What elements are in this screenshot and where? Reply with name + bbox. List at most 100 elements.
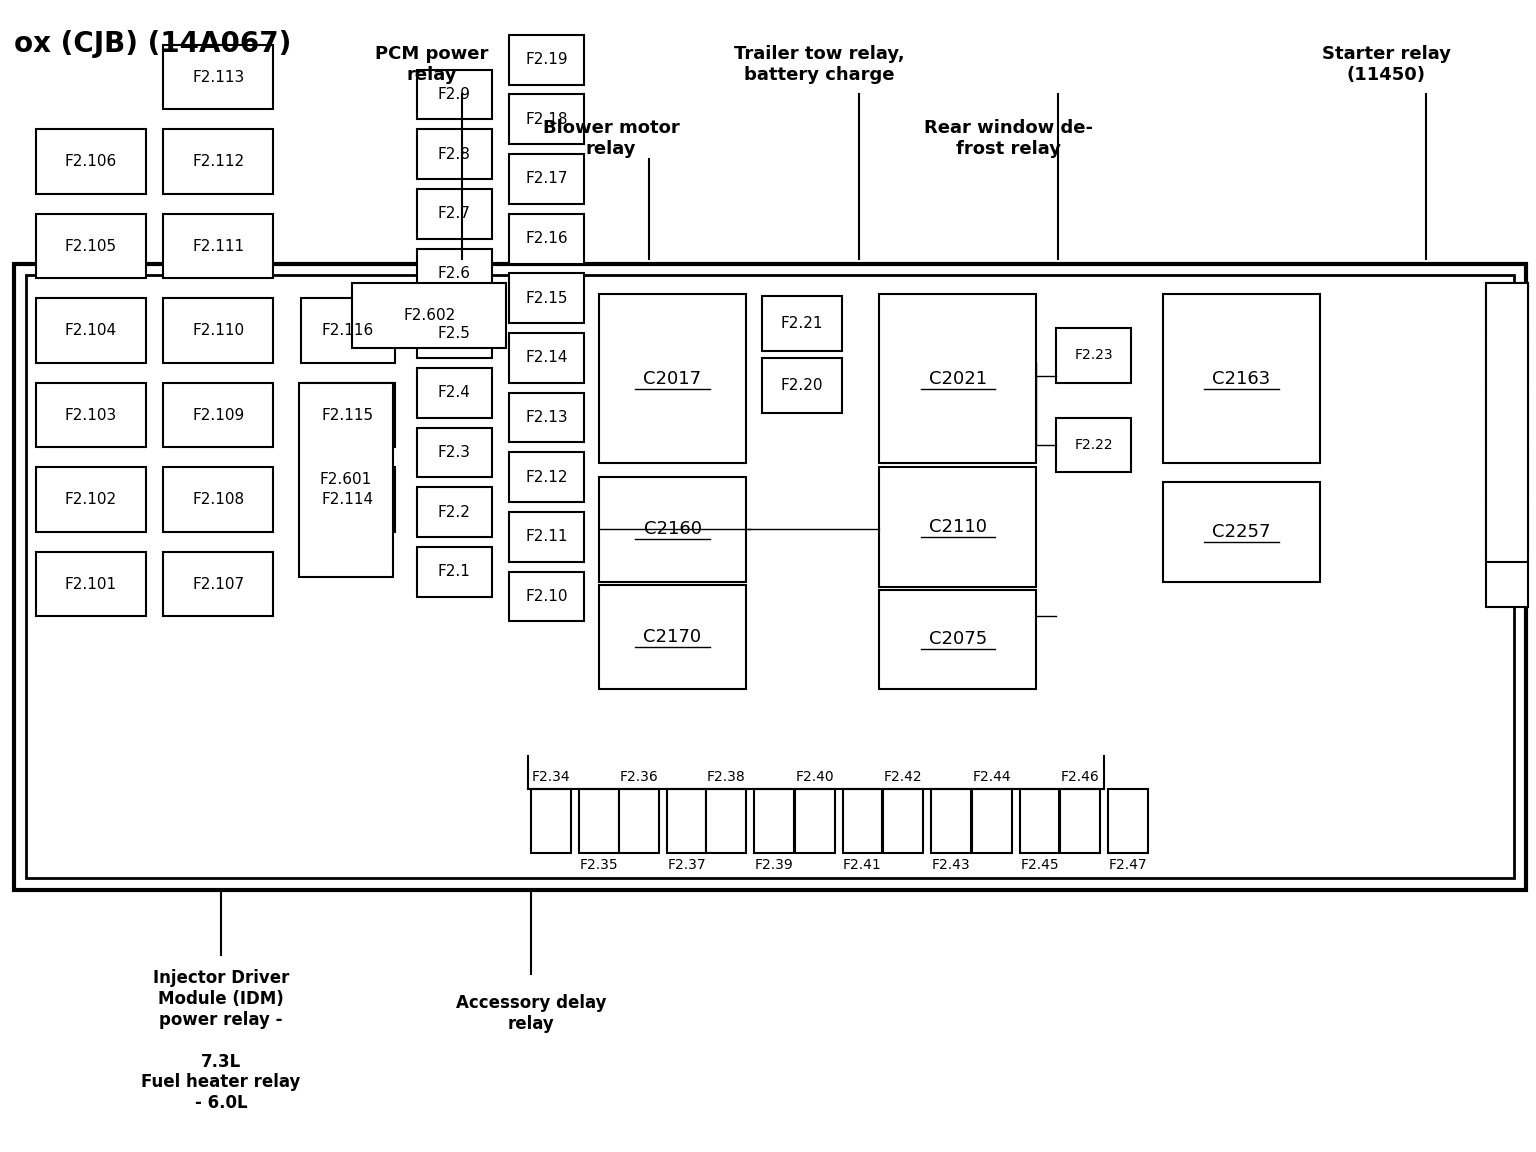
Bar	[37, 552, 146, 616]
Text: F2.116: F2.116	[321, 323, 373, 339]
Bar	[163, 468, 273, 532]
Text: C2110: C2110	[929, 518, 988, 536]
Bar	[163, 552, 273, 616]
Bar	[1485, 338, 1528, 388]
Bar	[510, 154, 584, 204]
Bar	[1057, 418, 1130, 472]
Text: F2.21: F2.21	[780, 316, 823, 331]
Text: Rear window de-
frost relay: Rear window de- frost relay	[925, 120, 1094, 158]
Text: F2.7: F2.7	[438, 206, 470, 221]
Text: F2.46: F2.46	[1061, 770, 1100, 783]
Bar	[416, 129, 492, 179]
Text: F2.114: F2.114	[323, 492, 373, 507]
Text: Injector Driver
Module (IDM)
power relay -

7.3L
Fuel heater relay
- 6.0L: Injector Driver Module (IDM) power relay…	[141, 970, 301, 1113]
Text: ox (CJB) (14A067): ox (CJB) (14A067)	[14, 30, 292, 58]
Bar	[510, 214, 584, 264]
Bar	[619, 788, 659, 854]
Text: F2.107: F2.107	[192, 577, 244, 592]
Bar	[931, 788, 971, 854]
Text: C2163: C2163	[1212, 370, 1270, 388]
Bar	[754, 788, 794, 854]
Text: F2.113: F2.113	[192, 69, 244, 84]
Text: F2.40: F2.40	[796, 770, 834, 783]
Text: F2.2: F2.2	[438, 505, 470, 520]
Bar	[301, 468, 395, 532]
Text: F2.1: F2.1	[438, 564, 470, 579]
Bar	[972, 788, 1012, 854]
Bar	[510, 35, 584, 84]
Text: F2.3: F2.3	[438, 445, 470, 460]
Bar	[37, 468, 146, 532]
Text: F2.36: F2.36	[619, 770, 657, 783]
Text: F2.37: F2.37	[667, 858, 705, 872]
Text: C2257: C2257	[1212, 523, 1270, 541]
Text: F2.22: F2.22	[1074, 438, 1114, 452]
Text: C2170: C2170	[644, 628, 702, 646]
Text: Trailer tow relay,
battery charge: Trailer tow relay, battery charge	[734, 45, 905, 84]
Bar	[667, 788, 707, 854]
Bar	[880, 294, 1037, 463]
Text: F2.602: F2.602	[404, 309, 456, 324]
Text: F2.106: F2.106	[65, 154, 117, 169]
Text: F2.38: F2.38	[707, 770, 745, 783]
Text: F2.105: F2.105	[65, 238, 117, 253]
Bar	[1485, 502, 1528, 552]
Text: F2.35: F2.35	[579, 858, 619, 872]
Text: F2.45: F2.45	[1020, 858, 1058, 872]
Text: F2.15: F2.15	[525, 290, 568, 305]
Bar	[1057, 328, 1130, 382]
Bar	[880, 590, 1037, 689]
Text: F2.104: F2.104	[65, 323, 117, 339]
Bar	[416, 547, 492, 597]
Bar	[531, 788, 571, 854]
Bar	[14, 264, 1525, 890]
Bar	[163, 382, 273, 447]
Bar	[510, 513, 584, 562]
Text: F2.4: F2.4	[438, 385, 470, 400]
Bar	[1107, 788, 1147, 854]
Bar	[599, 477, 746, 582]
Bar	[794, 788, 834, 854]
Bar	[416, 487, 492, 537]
Text: F2.109: F2.109	[192, 408, 244, 423]
Text: F2.6: F2.6	[438, 266, 470, 281]
Text: F2.8: F2.8	[438, 146, 470, 161]
Bar	[1485, 283, 1528, 333]
Text: F2.108: F2.108	[192, 492, 244, 507]
Bar	[1485, 556, 1528, 607]
Bar	[163, 45, 273, 109]
Bar	[1163, 483, 1319, 582]
Text: F2.110: F2.110	[192, 323, 244, 339]
Bar	[163, 129, 273, 194]
Text: F2.112: F2.112	[192, 154, 244, 169]
Text: Blower motor
relay: Blower motor relay	[542, 120, 679, 158]
Bar	[37, 214, 146, 279]
Bar	[883, 788, 923, 854]
Text: F2.601: F2.601	[319, 472, 372, 487]
Text: F2.16: F2.16	[525, 232, 568, 247]
Text: F2.103: F2.103	[65, 408, 117, 423]
Bar	[579, 788, 619, 854]
Text: F2.42: F2.42	[883, 770, 923, 783]
Bar	[163, 298, 273, 363]
Bar	[510, 273, 584, 324]
Text: Accessory delay
relay: Accessory delay relay	[456, 994, 607, 1033]
Text: F2.111: F2.111	[192, 238, 244, 253]
Text: F2.12: F2.12	[525, 470, 568, 485]
Bar	[510, 94, 584, 144]
Bar	[416, 427, 492, 477]
Text: F2.9: F2.9	[438, 86, 470, 103]
Text: F2.10: F2.10	[525, 589, 568, 604]
Bar	[1163, 294, 1319, 463]
Bar	[416, 189, 492, 238]
Bar	[416, 367, 492, 418]
Bar	[707, 788, 746, 854]
Bar	[37, 298, 146, 363]
Text: C2017: C2017	[644, 370, 702, 388]
Bar	[599, 294, 746, 463]
Bar	[416, 69, 492, 120]
Bar	[26, 275, 1514, 878]
Bar	[1485, 447, 1528, 498]
Bar	[510, 571, 584, 621]
Text: F2.14: F2.14	[525, 350, 568, 365]
